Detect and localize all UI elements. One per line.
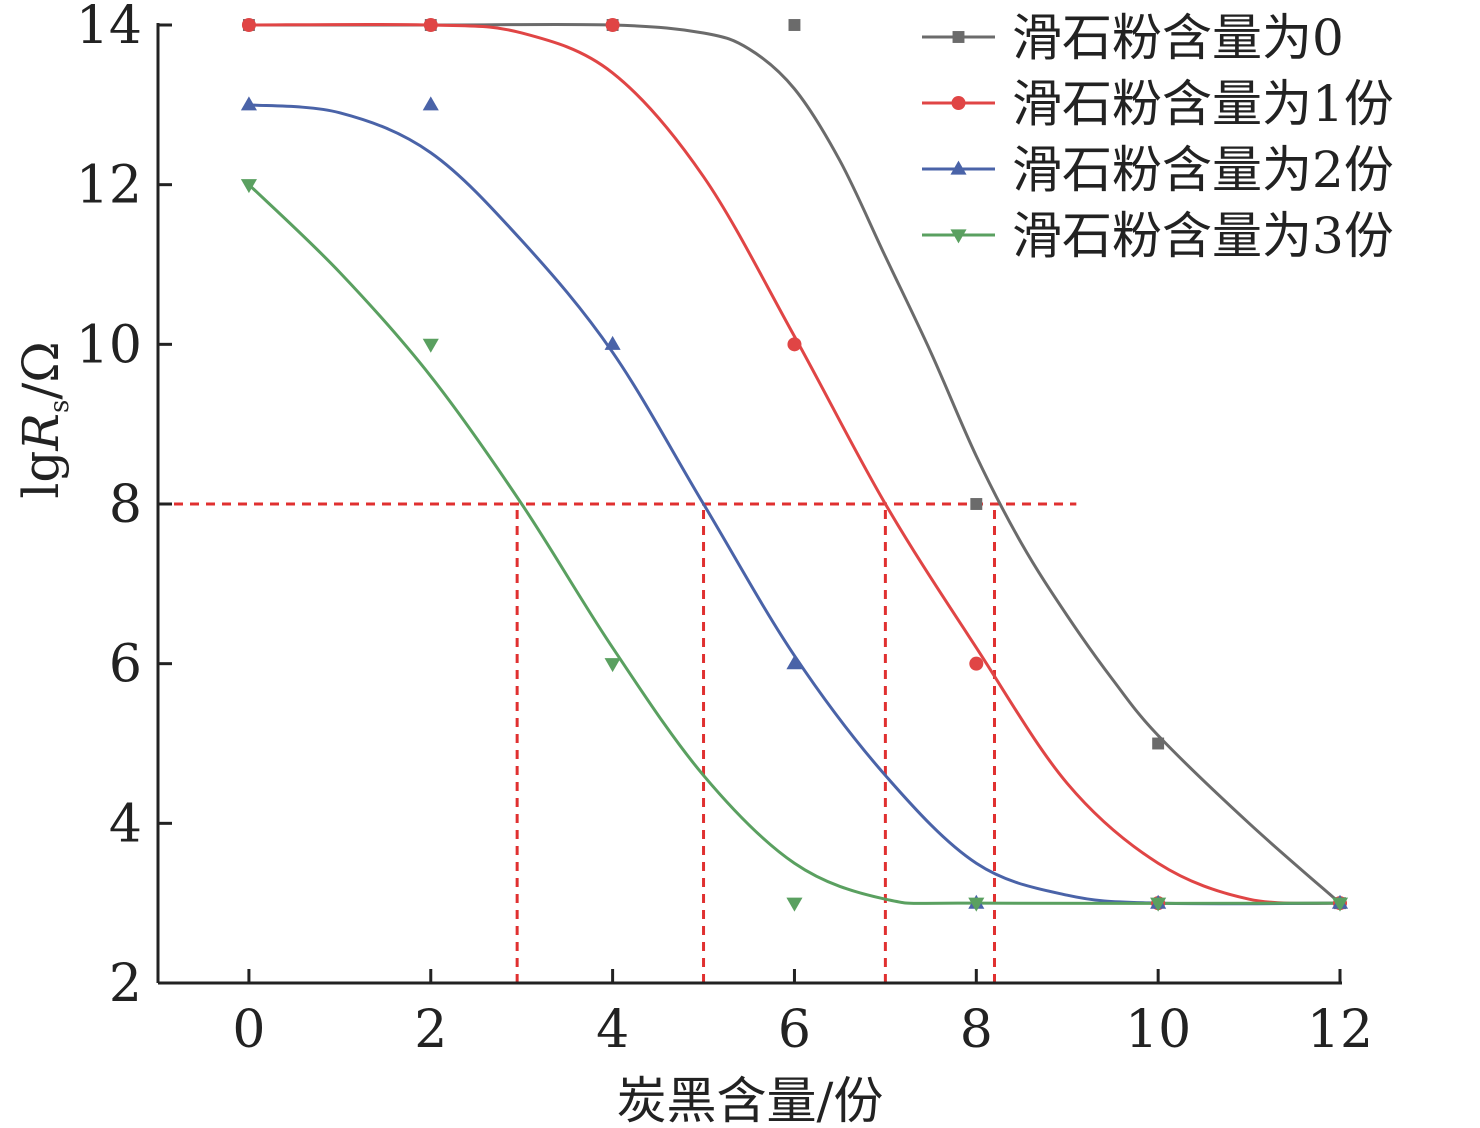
series-2-point bbox=[605, 18, 620, 32]
svg-text:lgRs/Ω: lgRs/Ω bbox=[12, 341, 75, 498]
series-3-point bbox=[240, 96, 257, 111]
y-tick-label: 4 bbox=[109, 794, 142, 854]
y-tick-label: 10 bbox=[76, 315, 142, 375]
legend-swatch-marker bbox=[950, 229, 967, 244]
series-3-point bbox=[422, 96, 439, 111]
legend-item: 滑石粉含量为2份 bbox=[922, 141, 1394, 199]
series-2-point bbox=[241, 18, 256, 32]
legend-label: 滑石粉含量为2份 bbox=[1012, 141, 1394, 199]
x-tick-label: 2 bbox=[414, 1000, 447, 1060]
axes bbox=[156, 23, 1342, 985]
legend-label: 滑石粉含量为1份 bbox=[1012, 75, 1394, 133]
legend-label: 滑石粉含量为0 bbox=[1012, 9, 1344, 67]
legend-item: 滑石粉含量为3份 bbox=[922, 207, 1394, 265]
data-markers bbox=[240, 18, 1349, 912]
series-3-point bbox=[604, 335, 621, 350]
x-tick-label: 0 bbox=[232, 1000, 265, 1060]
legend-label: 滑石粉含量为3份 bbox=[1012, 207, 1394, 265]
x-tick-label: 12 bbox=[1307, 1000, 1373, 1060]
series-2-point bbox=[787, 337, 802, 352]
y-axis-title-sub: s bbox=[45, 400, 75, 413]
series-2-point bbox=[423, 18, 438, 32]
series-2-point bbox=[969, 656, 984, 671]
series-4-point bbox=[968, 897, 985, 912]
x-axis-title: 炭黑含量/份 bbox=[617, 1072, 884, 1128]
y-axis-title-unit: /Ω bbox=[12, 341, 70, 399]
series-4-point bbox=[240, 179, 257, 194]
series-3-point bbox=[786, 655, 803, 670]
x-tick-labels: 0 2 4 6 8 10 12 bbox=[232, 1000, 1373, 1060]
y-tick-label: 2 bbox=[109, 954, 142, 1014]
series-2-curve bbox=[248, 22, 1341, 905]
legend-swatch-marker bbox=[950, 160, 967, 175]
y-tick-label: 6 bbox=[109, 635, 142, 695]
x-tick-label: 10 bbox=[1125, 1000, 1191, 1060]
y-tick-label: 8 bbox=[109, 475, 142, 535]
series-1-point bbox=[1152, 737, 1165, 750]
x-tick-label: 8 bbox=[960, 1000, 993, 1060]
y-axis-title: lgRs/Ω bbox=[12, 341, 75, 498]
y-tick-label: 12 bbox=[76, 156, 142, 216]
series-1-point bbox=[788, 19, 801, 31]
legend-item: 滑石粉含量为0 bbox=[922, 9, 1344, 67]
series-4-point bbox=[604, 658, 621, 673]
series-4-point bbox=[786, 897, 803, 912]
reference-lines bbox=[158, 502, 1077, 983]
y-tick-labels: 2 4 6 8 10 12 14 bbox=[76, 0, 142, 1014]
series-4-point bbox=[1150, 897, 1167, 912]
series-4-point bbox=[1331, 897, 1349, 912]
series-3-curve bbox=[248, 103, 1341, 906]
y-tick-label: 14 bbox=[76, 0, 142, 56]
y-axis-title-var: R bbox=[12, 413, 70, 452]
legend-item: 滑石粉含量为1份 bbox=[922, 75, 1394, 133]
legend-swatch-marker bbox=[952, 31, 965, 43]
series-1-point bbox=[970, 498, 983, 510]
y-axis-title-prefix: lg bbox=[12, 451, 70, 499]
series-4-point bbox=[422, 338, 439, 353]
series-4-curve bbox=[247, 183, 1341, 905]
x-tick-label: 6 bbox=[778, 1000, 811, 1060]
legend-swatch-marker bbox=[951, 96, 966, 110]
x-tick-label: 4 bbox=[596, 1000, 629, 1060]
